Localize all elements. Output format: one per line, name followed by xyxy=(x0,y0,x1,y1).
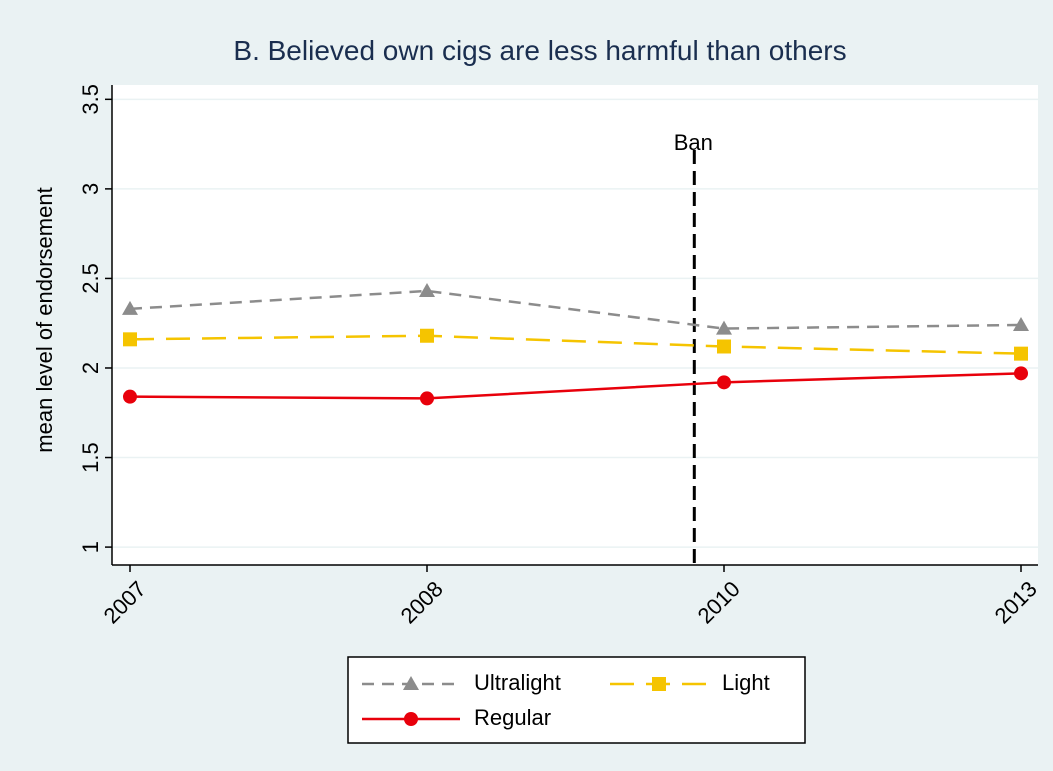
y-tick-label: 1.5 xyxy=(78,442,103,473)
y-tick-label: 2.5 xyxy=(78,263,103,294)
marker xyxy=(1014,346,1028,361)
annotation-label: Ban xyxy=(674,130,713,155)
plot-area xyxy=(112,85,1038,565)
y-tick-label: 3.5 xyxy=(78,84,103,115)
marker xyxy=(403,676,419,690)
legend-label: Regular xyxy=(474,705,551,730)
marker xyxy=(123,332,137,347)
marker xyxy=(716,320,732,335)
chart-title: B. Believed own cigs are less harmful th… xyxy=(233,35,846,66)
marker xyxy=(404,712,418,726)
y-tick-label: 3 xyxy=(78,183,103,195)
y-axis-title: mean level of endorsement xyxy=(32,187,57,452)
y-tick-label: 2 xyxy=(78,362,103,374)
y-tick-label: 1 xyxy=(78,541,103,553)
marker xyxy=(419,282,435,297)
marker xyxy=(420,391,434,406)
marker xyxy=(123,389,137,404)
legend-label: Light xyxy=(722,670,770,695)
line xyxy=(129,372,1022,400)
marker xyxy=(122,300,138,315)
line xyxy=(129,334,1022,355)
marker xyxy=(1014,366,1028,381)
marker xyxy=(717,375,731,390)
marker xyxy=(652,677,666,691)
line xyxy=(129,289,1022,330)
marker xyxy=(717,339,731,354)
legend-label: Ultralight xyxy=(474,670,561,695)
marker xyxy=(1013,317,1029,331)
legend xyxy=(347,656,806,744)
marker xyxy=(420,328,434,343)
